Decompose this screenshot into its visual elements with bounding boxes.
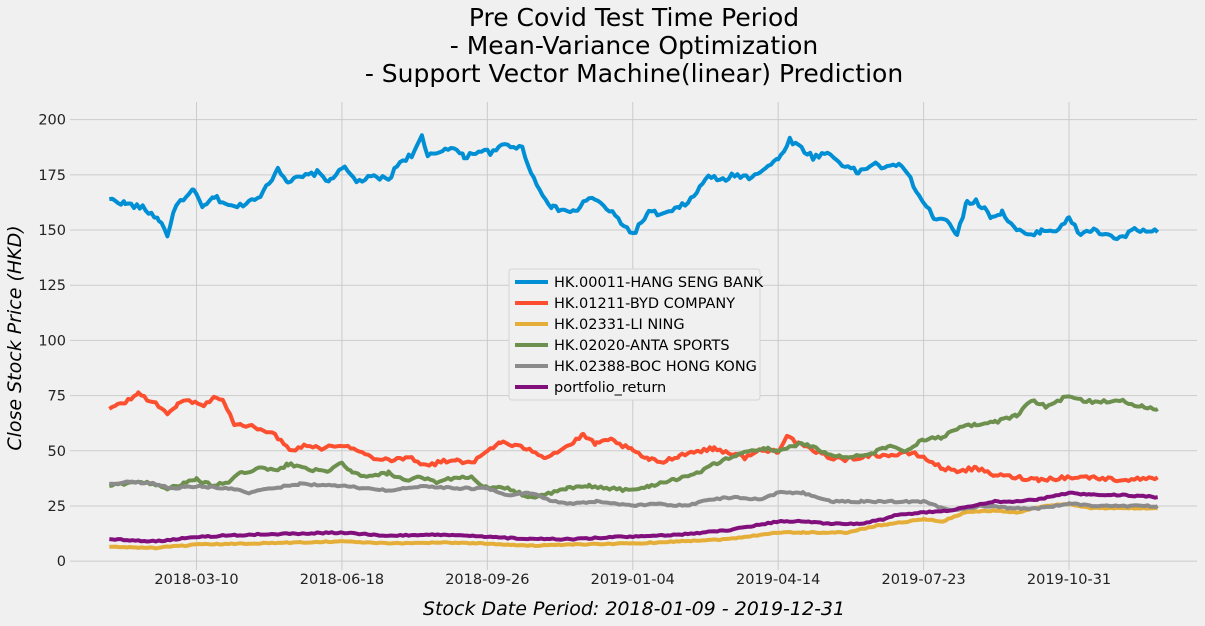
legend-label: HK.02020-ANTA SPORTS bbox=[554, 338, 730, 354]
y-tick-label: 200 bbox=[38, 113, 66, 129]
y-axis-label: Close Stock Price (HKD) bbox=[4, 225, 26, 450]
series-line-5 bbox=[109, 490, 1158, 544]
y-tick-label: 50 bbox=[48, 444, 66, 460]
legend-label: HK.00011-HANG SENG BANK bbox=[554, 275, 764, 291]
tick-labels: 0 25 50 75 100 125 150 175 200 2018-03-10 2018-06-… bbox=[38, 113, 1111, 588]
y-tick-label: 100 bbox=[38, 333, 66, 349]
legend-label: portfolio_return bbox=[554, 380, 666, 396]
series-layer bbox=[108, 133, 1160, 551]
series-line-1 bbox=[108, 390, 1159, 484]
legend-label: HK.01211-BYD COMPANY bbox=[554, 296, 735, 312]
x-tick-label: 2019-01-04 bbox=[591, 572, 675, 588]
y-tick-label: 125 bbox=[38, 278, 66, 294]
y-tick-label: 75 bbox=[48, 389, 66, 405]
x-tick-label: 2018-09-26 bbox=[445, 572, 529, 588]
series-line-4 bbox=[109, 479, 1159, 512]
legend: HK.00011-HANG SENG BANK HK.01211-BYD COMP… bbox=[508, 268, 764, 401]
x-tick-label: 2018-03-10 bbox=[154, 572, 238, 588]
series-line-0 bbox=[109, 133, 1160, 242]
chart-title-line-3: - Support Vector Machine(linear) Predict… bbox=[365, 59, 903, 88]
x-tick-label: 2019-07-23 bbox=[881, 572, 965, 588]
y-tick-label: 0 bbox=[57, 554, 66, 570]
x-tick-label: 2019-04-14 bbox=[736, 572, 820, 588]
y-tick-label: 25 bbox=[48, 499, 66, 515]
x-axis-label: Stock Date Period: 2018-01-09 - 2019-12-… bbox=[423, 598, 845, 620]
chart-title-line-1: Pre Covid Test Time Period bbox=[469, 3, 799, 32]
x-tick-label: 2018-06-18 bbox=[300, 572, 384, 588]
legend-label: HK.02331-LI NING bbox=[554, 317, 685, 333]
y-tick-label: 175 bbox=[38, 168, 66, 184]
y-tick-label: 150 bbox=[38, 223, 66, 239]
legend-label: HK.02388-BOC HONG KONG bbox=[554, 359, 757, 375]
chart-title-line-2: - Mean-Variance Optimization bbox=[450, 31, 819, 60]
legend-box bbox=[508, 268, 761, 401]
x-tick-label: 2019-10-31 bbox=[1027, 572, 1111, 588]
series-line-3 bbox=[108, 394, 1159, 500]
series-line-2 bbox=[109, 502, 1158, 551]
